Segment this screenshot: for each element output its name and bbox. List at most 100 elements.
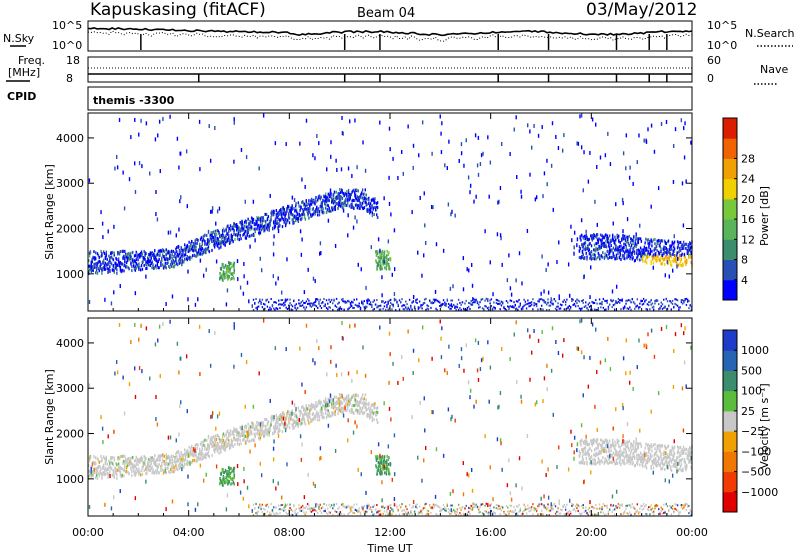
power-echo-2290	[373, 307, 376, 310]
velocity-echo-1069	[323, 404, 325, 408]
velocity-echo-802	[264, 431, 266, 435]
power-echo-1065	[322, 210, 324, 214]
power-echo-2015	[388, 265, 390, 269]
velocity-echo-1477	[608, 451, 611, 455]
velocity-echo-475	[191, 459, 194, 463]
velocity-echo-822	[268, 433, 270, 437]
velocity-echo-408	[177, 464, 180, 468]
power-echo-2796	[431, 151, 433, 156]
power-echo-180	[127, 266, 130, 270]
velocity-echo-214	[134, 459, 137, 463]
velocity-echo-1071	[323, 399, 325, 403]
power-echo-1680	[647, 241, 649, 245]
velocity-echo-139	[117, 464, 120, 468]
velocity-echo-591	[217, 442, 219, 446]
power-echo-309	[155, 253, 158, 257]
power-echo-2682	[620, 299, 622, 302]
power-echo-433	[183, 260, 185, 264]
velocity-echo-27	[93, 461, 95, 465]
velocity-echo-1534	[619, 453, 621, 457]
power-echo-1079	[324, 203, 327, 207]
power-echo-2	[88, 259, 90, 263]
velocity-echo-47	[97, 466, 100, 470]
power-echo-1718	[654, 246, 656, 250]
power-echo-1624	[636, 240, 639, 244]
velocity-echo-612	[222, 445, 225, 449]
power-echo-875	[280, 208, 282, 212]
power-echo-2951	[272, 241, 275, 246]
power-echo-3038	[242, 291, 245, 296]
velocity-echo-380	[171, 461, 174, 465]
velocity-echo-864	[278, 415, 280, 419]
power-echo-2558	[542, 299, 544, 302]
power-echo-1458	[605, 233, 607, 237]
power-echo-933	[293, 207, 295, 211]
velocity-echo-1047	[317, 412, 320, 416]
velocity-echo-235	[139, 460, 141, 464]
power-echo-1955	[233, 277, 235, 281]
power-echo-2496	[503, 305, 505, 308]
cpid-value: themis -3300	[93, 94, 175, 107]
power-echo-2736	[654, 302, 656, 305]
power-echo-2643	[595, 308, 597, 311]
power-echo-2002	[227, 276, 230, 280]
velocity-echo-731	[248, 427, 250, 431]
power-echo-418	[179, 256, 182, 260]
power-echo-2805	[462, 256, 465, 261]
power-echo-1209	[354, 191, 356, 195]
power-echo-1627	[636, 257, 639, 261]
power-echo-1813	[672, 252, 674, 256]
power-echo-1012	[310, 214, 313, 218]
power-echo-2356	[415, 299, 417, 302]
power-echo-785	[260, 228, 263, 232]
power-echo-540	[206, 242, 209, 246]
power-echo-843	[272, 220, 275, 224]
power-echo-1947	[228, 261, 230, 265]
power-echo-373	[169, 262, 172, 266]
velocity-echo-779	[258, 436, 261, 440]
power-echo-3053	[629, 165, 631, 170]
power-echo-2035	[389, 267, 391, 271]
velocity-echo-1480	[609, 443, 612, 447]
velocity-echo-1512	[615, 460, 618, 464]
velocity-echo-713	[244, 439, 247, 443]
power-echo-1546	[621, 255, 624, 259]
velocity-echo-142	[118, 466, 121, 470]
power-echo-462	[189, 255, 191, 259]
power-colorbar-swatch-3	[723, 219, 737, 240]
power-echo-2580	[556, 308, 558, 311]
power-echo-2380	[430, 306, 432, 309]
freq-label-line1: Freq.	[18, 54, 45, 67]
power-echo-1656	[642, 248, 645, 252]
power-echo-2865	[178, 227, 180, 232]
power-echo-2788	[686, 298, 689, 301]
power-echo-1251	[362, 198, 365, 202]
power-echo-3128	[599, 155, 602, 160]
power-echo-930	[292, 217, 294, 221]
power-echo-3192	[625, 166, 627, 171]
power-echo-2346	[408, 298, 411, 301]
power-echo-514	[200, 248, 203, 252]
power-echo-3027	[352, 225, 355, 230]
velocity-echo-765	[256, 420, 258, 424]
power-echo-1714	[653, 255, 655, 259]
velocity-echo-141	[118, 457, 121, 461]
velocity-echo-753	[253, 426, 255, 430]
power-echo-781	[259, 224, 262, 228]
power-echo-2908	[444, 163, 446, 168]
power-echo-1857	[680, 263, 683, 267]
power-echo-1781	[666, 256, 668, 260]
velocity-echo-1340	[583, 452, 585, 456]
power-echo-590	[217, 242, 219, 246]
velocity-echo-1108	[331, 411, 334, 415]
power-echo-2436	[465, 308, 467, 311]
power-echo-1811	[671, 252, 674, 256]
power-echo-415	[178, 248, 181, 252]
power-echo-3131	[205, 267, 207, 272]
velocity-echo-528	[204, 438, 206, 442]
power-echo-1779	[665, 255, 667, 259]
velocity-echo-1580	[628, 458, 630, 462]
power-echo-970	[301, 212, 303, 216]
power-echo-3163	[487, 298, 489, 303]
velocity-echo-1144	[339, 403, 342, 407]
